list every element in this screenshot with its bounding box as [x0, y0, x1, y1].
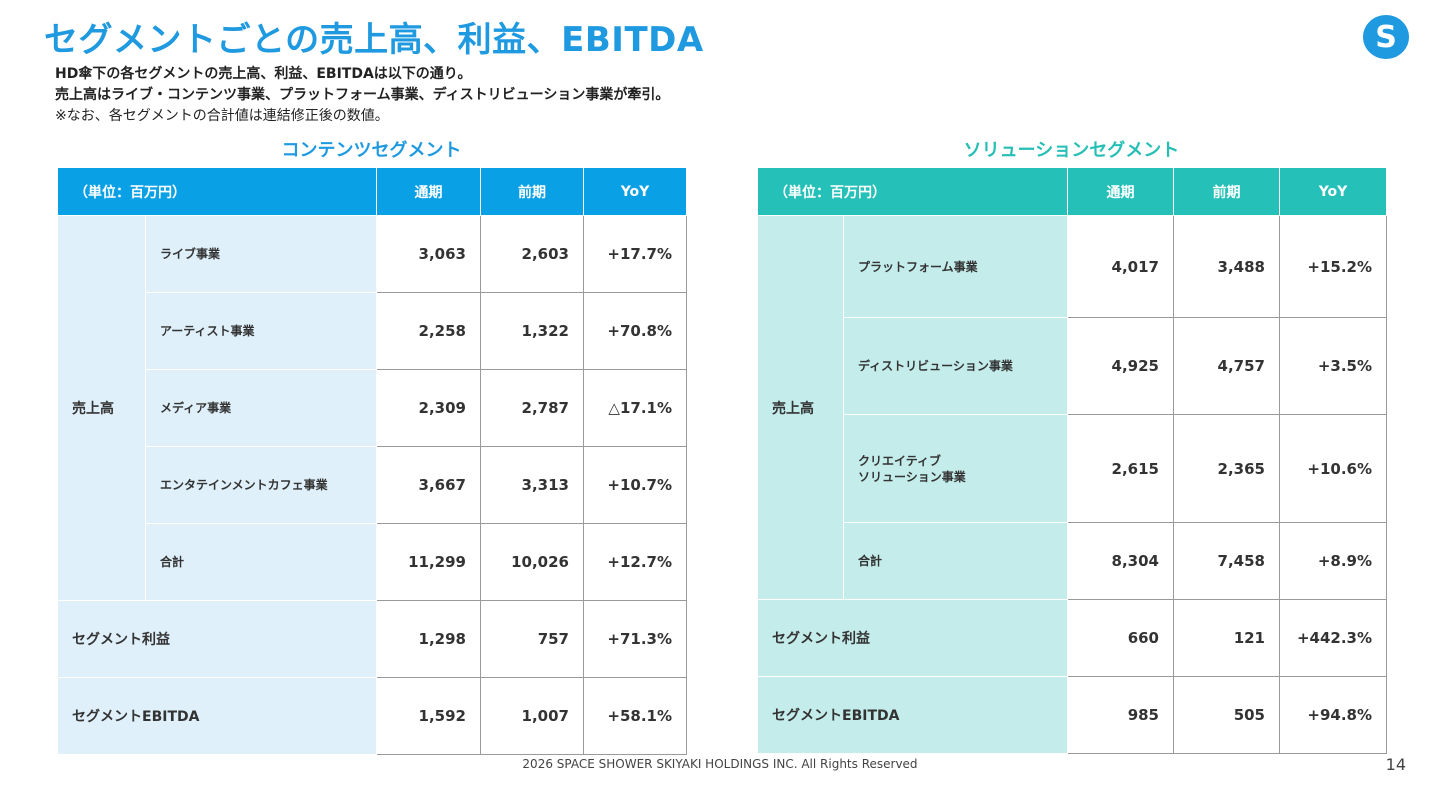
- row-label: ライブ事業: [145, 215, 377, 293]
- previous-value: 4,757: [1173, 317, 1280, 415]
- previous-value: 2,787: [480, 369, 584, 447]
- profit-label: セグメント利益: [57, 600, 377, 678]
- yoy-value: +58.1%: [583, 677, 687, 755]
- intro-line-1: HD傘下の各セグメントの売上高、利益、EBITDAは以下の通り。: [55, 66, 472, 82]
- yoy-value: +15.2%: [1279, 215, 1387, 318]
- ebitda-label: セグメントEBITDA: [757, 676, 1068, 754]
- sales-label: 売上高: [757, 215, 844, 600]
- table-row: 売上高 ライブ事業 3,063 2,603 +17.7%: [57, 215, 687, 601]
- yoy-value: +17.7%: [583, 215, 687, 293]
- unit-header: （単位：百万円）: [57, 167, 377, 216]
- row-label: メディア事業: [145, 369, 377, 447]
- yoy-value: +442.3%: [1279, 599, 1387, 677]
- intro-line-2: 売上高はライブ・コンテンツ事業、プラットフォーム事業、ディストリビューション事業…: [55, 87, 670, 103]
- current-value: 3,667: [376, 446, 481, 524]
- table-row: メディア事業 2,309 2,787 △17.1%: [58, 369, 687, 447]
- current-value: 985: [1067, 676, 1174, 754]
- current-value: 4,017: [1067, 215, 1174, 318]
- table-row: 売上高 プラットフォーム事業 4,017 3,488 +15.2%: [757, 215, 1387, 600]
- previous-value: 7,458: [1173, 522, 1280, 600]
- row-label: アーティスト事業: [145, 292, 377, 370]
- solution-segment-table: （単位：百万円） 通期 前期 YoY 売上高 プラットフォーム事業 4,017 …: [757, 167, 1387, 754]
- row-label: プラットフォーム事業: [843, 215, 1068, 318]
- copyright-footer: 2026 SPACE SHOWER SKIYAKI HOLDINGS INC. …: [522, 757, 918, 771]
- previous-value: 121: [1173, 599, 1280, 677]
- table-row: 合計 11,299 10,026 +12.7%: [58, 523, 687, 601]
- yoy-header: YoY: [583, 167, 687, 216]
- table-row: クリエイティブ ソリューション事業 2,615 2,365 +10.6%: [758, 414, 1387, 523]
- previous-value: 3,313: [480, 446, 584, 524]
- table-row: セグメント利益 1,298 757 +71.3%: [57, 600, 687, 678]
- yoy-value: +12.7%: [583, 523, 687, 601]
- previous-value: 505: [1173, 676, 1280, 754]
- row-label: クリエイティブ ソリューション事業: [843, 414, 1068, 523]
- previous-value: 757: [480, 600, 584, 678]
- company-logo: S: [1363, 15, 1409, 59]
- ebitda-label: セグメントEBITDA: [57, 677, 377, 755]
- row-label: ディストリビューション事業: [843, 317, 1068, 415]
- current-value: 2,309: [376, 369, 481, 447]
- current-value: 1,592: [376, 677, 481, 755]
- profit-label: セグメント利益: [757, 599, 1068, 677]
- yoy-value: +70.8%: [583, 292, 687, 370]
- solution-segment-title: ソリューションセグメント: [963, 140, 1180, 161]
- previous-value: 3,488: [1173, 215, 1280, 318]
- previous-value: 1,322: [480, 292, 584, 370]
- previous-header: 前期: [480, 167, 584, 216]
- yoy-value: +10.6%: [1279, 414, 1387, 523]
- table-row: ディストリビューション事業 4,925 4,757 +3.5%: [758, 317, 1387, 415]
- previous-value: 10,026: [480, 523, 584, 601]
- row-label-line-1: クリエイティブ: [858, 453, 942, 468]
- table-row: 合計 8,304 7,458 +8.9%: [758, 522, 1387, 600]
- table-row: セグメントEBITDA 1,592 1,007 +58.1%: [57, 677, 687, 755]
- current-value: 2,258: [376, 292, 481, 370]
- page-number: 14: [1385, 755, 1406, 774]
- previous-value: 2,365: [1173, 414, 1280, 523]
- previous-value: 1,007: [480, 677, 584, 755]
- sales-label: 売上高: [57, 215, 146, 601]
- current-header: 通期: [376, 167, 481, 216]
- yoy-value: +71.3%: [583, 600, 687, 678]
- current-value: 3,063: [376, 215, 481, 293]
- table-row: セグメント利益 660 121 +442.3%: [757, 599, 1387, 677]
- unit-header: （単位：百万円）: [757, 167, 1068, 216]
- current-header: 通期: [1067, 167, 1174, 216]
- previous-header: 前期: [1173, 167, 1280, 216]
- yoy-header: YoY: [1279, 167, 1387, 216]
- row-label: 合計: [145, 523, 377, 601]
- row-label: エンタテインメントカフェ事業: [145, 446, 377, 524]
- intro-text: HD傘下の各セグメントの売上高、利益、EBITDAは以下の通り。 売上高はライブ…: [55, 64, 669, 127]
- table-header-row: （単位：百万円） 通期 前期 YoY: [57, 167, 687, 216]
- table-row: アーティスト事業 2,258 1,322 +70.8%: [58, 292, 687, 370]
- yoy-value: +3.5%: [1279, 317, 1387, 415]
- current-value: 660: [1067, 599, 1174, 677]
- row-label: 合計: [843, 522, 1068, 600]
- contents-segment-title: コンテンツセグメント: [281, 140, 462, 161]
- yoy-value: +8.9%: [1279, 522, 1387, 600]
- intro-line-3: ※なお、各セグメントの合計値は連結修正後の数値。: [55, 108, 389, 124]
- yoy-value: △17.1%: [583, 369, 687, 447]
- yoy-value: +94.8%: [1279, 676, 1387, 754]
- table-row: エンタテインメントカフェ事業 3,667 3,313 +10.7%: [58, 446, 687, 524]
- current-value: 11,299: [376, 523, 481, 601]
- current-value: 4,925: [1067, 317, 1174, 415]
- page-title: セグメントごとの売上高、利益、EBITDA: [44, 20, 704, 60]
- current-value: 1,298: [376, 600, 481, 678]
- contents-segment-table: （単位：百万円） 通期 前期 YoY 売上高 ライブ事業 3,063 2,603…: [57, 167, 687, 755]
- current-value: 8,304: [1067, 522, 1174, 600]
- previous-value: 2,603: [480, 215, 584, 293]
- row-label-line-2: ソリューション事業: [858, 469, 966, 484]
- yoy-value: +10.7%: [583, 446, 687, 524]
- table-row: セグメントEBITDA 985 505 +94.8%: [757, 676, 1387, 754]
- current-value: 2,615: [1067, 414, 1174, 523]
- table-header-row: （単位：百万円） 通期 前期 YoY: [757, 167, 1387, 216]
